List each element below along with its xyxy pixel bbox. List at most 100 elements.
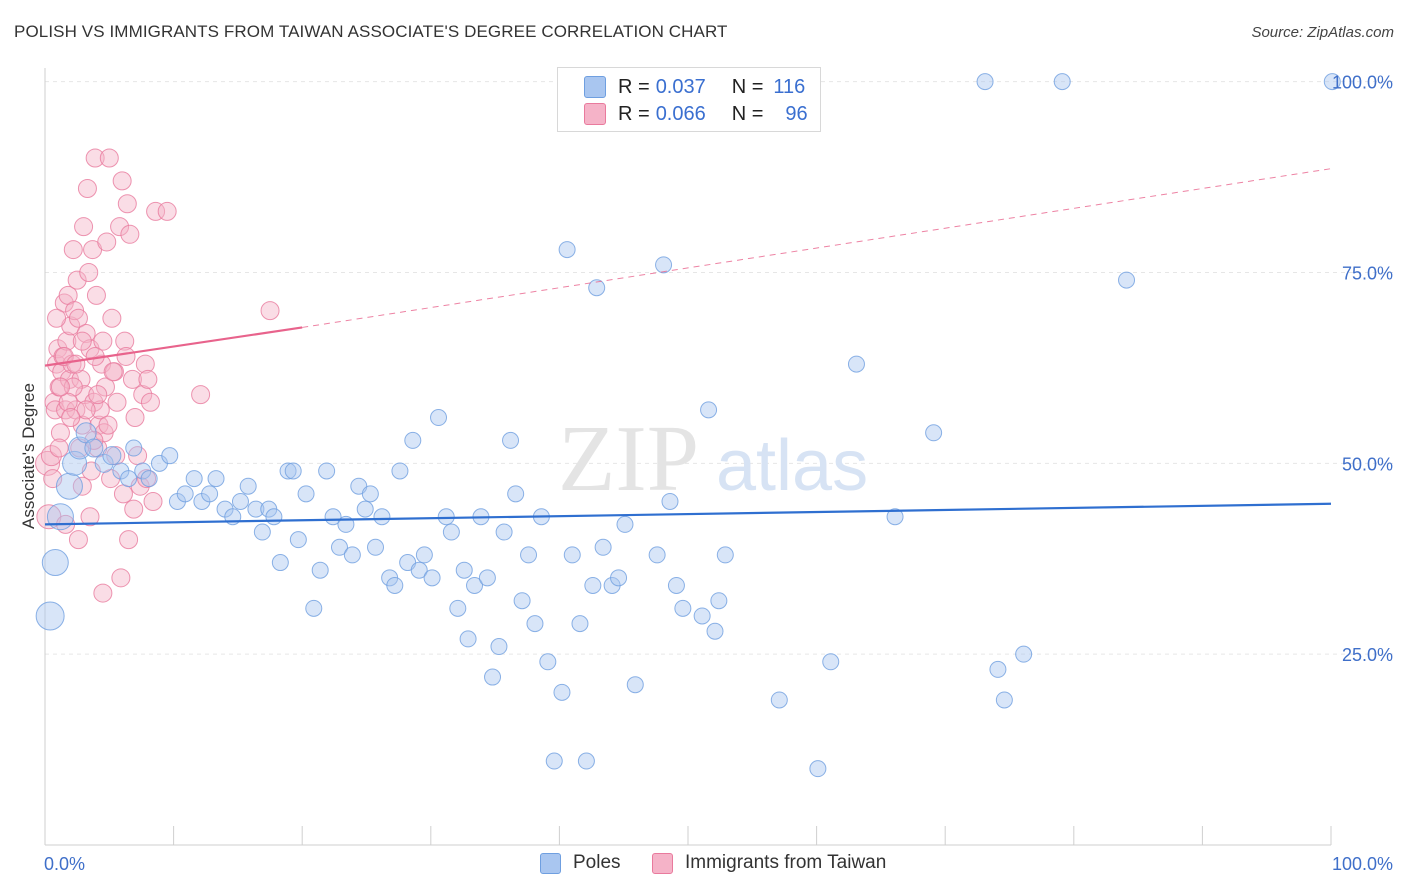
data-point (1015, 645, 1033, 663)
data-point (989, 660, 1007, 678)
data-point (67, 270, 87, 290)
data-point (138, 369, 158, 389)
data-point (86, 285, 106, 305)
data-point (995, 691, 1013, 709)
r-value-poles: 0.037 (655, 75, 706, 98)
data-point (318, 462, 336, 480)
data-point (1118, 271, 1136, 289)
trend-line-taiwan (44, 326, 303, 367)
data-point (140, 470, 158, 488)
data-point (502, 431, 520, 449)
data-point (55, 472, 83, 500)
data-point (648, 546, 666, 564)
data-point (135, 354, 155, 374)
y-tick-label: 25.0% (1342, 645, 1393, 665)
data-point (66, 354, 86, 374)
data-point (507, 485, 525, 503)
data-point (710, 592, 728, 610)
data-point (120, 224, 140, 244)
tick-labels: 25.0% 50.0% 75.0% 100.0% 0.0% 100.0% (44, 73, 1393, 874)
data-point (72, 415, 92, 435)
data-point (124, 499, 144, 519)
data-point (111, 568, 131, 588)
legend-swatch-taiwan (652, 852, 673, 874)
data-point (113, 484, 133, 504)
data-point (107, 392, 127, 412)
trend-line-taiwan-extension (302, 168, 1332, 328)
data-point (71, 369, 91, 389)
data-point (311, 561, 329, 579)
source-label: Source: ZipAtlas.com (1251, 24, 1394, 41)
data-point (103, 362, 123, 382)
data-point (490, 638, 508, 656)
data-point (305, 599, 323, 617)
data-point (62, 450, 88, 476)
data-point (520, 546, 538, 564)
data-point (161, 447, 179, 465)
data-point (661, 492, 679, 510)
data-point (207, 470, 225, 488)
data-point (655, 256, 673, 274)
data-point (88, 385, 108, 405)
data-point (201, 485, 219, 503)
data-point (110, 217, 130, 237)
data-point (430, 409, 448, 427)
r-label: R = (618, 75, 650, 98)
legend-label-poles: Poles (573, 852, 621, 873)
data-point (716, 546, 734, 564)
data-point (706, 622, 724, 640)
data-point (809, 760, 827, 778)
r-label: R = (618, 102, 650, 125)
y-axis-label: Associate's Degree (19, 383, 38, 529)
data-point (94, 453, 114, 473)
stats-row-poles: R = 0.037 N = 116 (584, 74, 805, 100)
legend-item-poles[interactable]: Poles (540, 852, 621, 874)
data-point (330, 538, 348, 556)
data-point (140, 392, 160, 412)
data-point (176, 485, 194, 503)
data-point (90, 400, 110, 420)
data-point (84, 430, 104, 450)
data-point (97, 232, 117, 252)
watermark: ZIP atlas (558, 407, 868, 511)
data-point (495, 523, 513, 541)
data-point (423, 569, 441, 587)
data-point (584, 576, 602, 594)
data-point (484, 668, 502, 686)
data-point (442, 523, 460, 541)
data-point (410, 561, 428, 579)
data-point (459, 630, 477, 648)
data-point (112, 171, 132, 191)
data-point (770, 691, 788, 709)
data-point (626, 676, 644, 694)
data-point (373, 508, 391, 526)
data-point (119, 530, 139, 550)
data-point (57, 331, 77, 351)
data-point (146, 201, 166, 221)
data-point (526, 615, 544, 633)
swatch-poles (584, 76, 606, 98)
x-tick-label-min: 0.0% (44, 854, 85, 874)
data-point (84, 438, 104, 458)
data-point (478, 569, 496, 587)
data-point (102, 308, 122, 328)
data-point (54, 346, 74, 366)
data-point (271, 554, 289, 572)
data-point (693, 607, 711, 625)
data-point (247, 500, 265, 518)
swatch-taiwan (584, 103, 606, 125)
data-point (284, 462, 302, 480)
series-poles (35, 73, 1341, 778)
data-point (46, 503, 74, 531)
series-legend: Poles Immigrants from Taiwan (0, 852, 1406, 878)
data-point (925, 424, 943, 442)
axes (44, 68, 1332, 846)
n-label: N = (731, 102, 764, 125)
data-point (260, 301, 280, 321)
data-point (120, 470, 138, 488)
n-value-poles: 116 (773, 75, 806, 98)
series-immigrants-from-taiwan (35, 148, 280, 603)
data-point (700, 401, 718, 419)
legend-item-taiwan[interactable]: Immigrants from Taiwan (652, 852, 886, 874)
